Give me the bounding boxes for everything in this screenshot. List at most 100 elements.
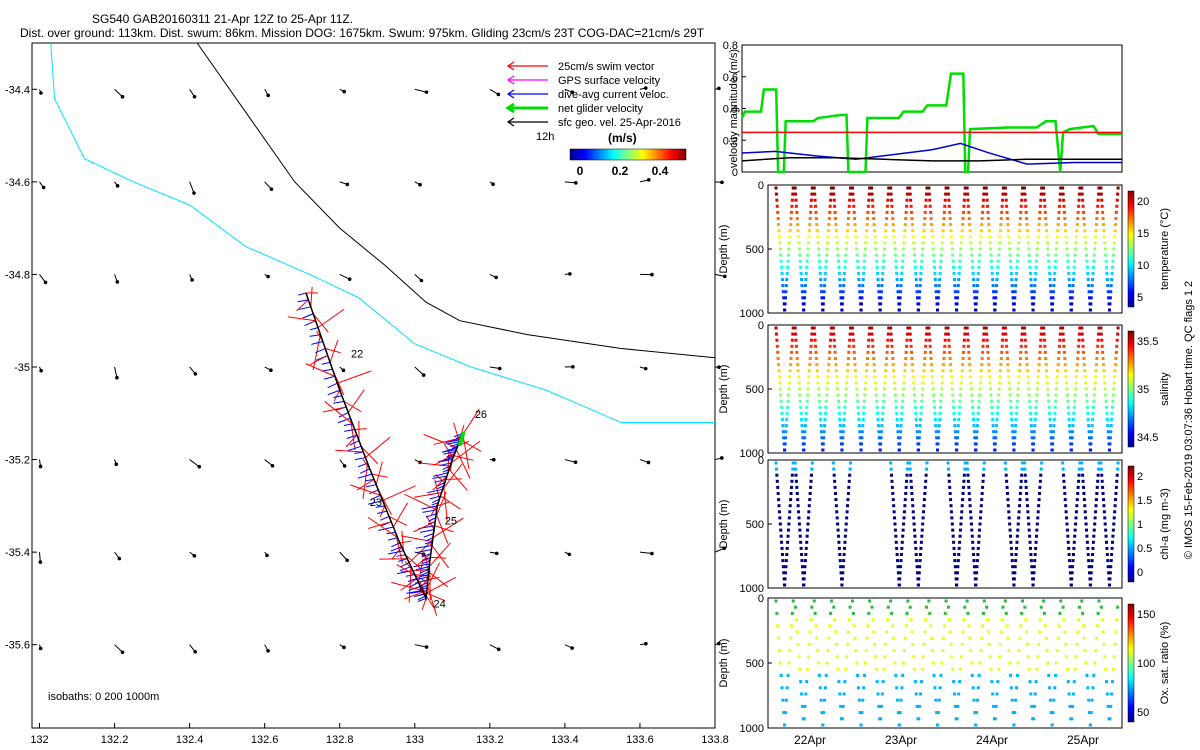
profile-sample-point xyxy=(1078,326,1082,330)
profile-sample-point xyxy=(942,357,946,360)
profile-sample-point xyxy=(917,442,921,446)
profile-sample-point xyxy=(1005,485,1009,489)
profile-sample-point xyxy=(1048,271,1052,275)
profile-sample-point xyxy=(894,673,898,677)
profile-sample-point xyxy=(966,332,970,336)
section-y-tick-label: 1000 xyxy=(740,583,764,595)
geo-velocity-arrowhead xyxy=(650,272,654,277)
profile-sample-point xyxy=(951,528,955,532)
geo-velocity-arrowhead xyxy=(574,181,578,185)
profile-sample-point xyxy=(908,186,912,190)
profile-sample-point xyxy=(1111,528,1115,532)
profile-sample-point xyxy=(1065,253,1069,257)
profile-sample-point xyxy=(1061,467,1065,471)
profile-sample-point xyxy=(1013,430,1017,434)
profile-sample-point xyxy=(787,241,791,245)
profile-sample-point xyxy=(1023,605,1027,609)
profile-sample-point xyxy=(1070,296,1074,300)
profile-sample-point xyxy=(910,223,914,227)
profile-sample-point xyxy=(975,698,979,702)
profile-sample-point xyxy=(995,692,999,696)
swim-vector xyxy=(418,462,451,467)
profile-sample-point xyxy=(997,393,1001,397)
profile-sample-point xyxy=(1043,350,1047,354)
profile-sample-point xyxy=(955,442,959,446)
map-x-tick-label: 132.6 xyxy=(251,734,279,746)
profile-sample-point xyxy=(797,516,801,520)
geo-velocity-arrowhead xyxy=(567,552,572,557)
swim-vector xyxy=(325,347,341,354)
profile-sample-point xyxy=(822,711,826,715)
profile-sample-point xyxy=(936,436,940,440)
profile-sample-point xyxy=(800,418,804,421)
profile-sample-point xyxy=(955,296,959,300)
profile-sample-point xyxy=(910,357,914,360)
profile-sample-point xyxy=(1066,399,1070,403)
profile-sample-point xyxy=(879,717,883,721)
profile-sample-point xyxy=(890,611,894,615)
profile-sample-point xyxy=(936,296,940,300)
map-x-tick-label: 133.8 xyxy=(701,734,729,746)
profile-sample-point xyxy=(790,198,794,202)
dive-avg-current-vector xyxy=(390,546,402,552)
profile-sample-point xyxy=(1100,618,1104,622)
profile-sample-point xyxy=(1011,290,1015,294)
profile-sample-point xyxy=(843,271,847,275)
geo-velocity-arrow xyxy=(189,181,195,194)
swim-vector xyxy=(345,434,358,448)
profile-sample-point xyxy=(899,698,903,702)
profile-sample-point xyxy=(1037,630,1041,634)
profile-sample-point xyxy=(1000,210,1004,214)
profile-sample-point xyxy=(949,498,953,502)
profile-sample-point xyxy=(1016,528,1020,532)
legend-arrowhead xyxy=(506,117,515,127)
profile-sample-point xyxy=(1011,436,1015,440)
profile-sample-point xyxy=(821,723,825,727)
profile-sample-point xyxy=(946,192,950,196)
profile-sample-point xyxy=(1023,198,1027,202)
profile-sample-point xyxy=(905,192,909,196)
profile-sample-point xyxy=(875,399,879,403)
geo-velocity-arrowhead xyxy=(192,191,196,195)
profile-sample-point xyxy=(806,247,810,251)
profile-sample-point xyxy=(1106,704,1110,708)
profile-sample-point xyxy=(843,534,847,538)
profile-sample-point xyxy=(832,332,836,336)
profile-sample-point xyxy=(775,204,779,208)
profile-sample-point xyxy=(993,302,997,306)
map-axes-box xyxy=(31,42,716,729)
profile-sample-point xyxy=(1074,655,1078,659)
profile-sample-point xyxy=(1012,577,1016,581)
profile-sample-point xyxy=(925,186,929,190)
profile-sample-point xyxy=(837,540,841,544)
profile-sample-point xyxy=(838,692,842,696)
profile-sample-point xyxy=(1075,504,1079,508)
profile-sample-point xyxy=(823,284,827,288)
profile-sample-point xyxy=(785,411,789,415)
profile-sample-point xyxy=(1048,284,1052,288)
profile-sample-point xyxy=(919,546,923,550)
swim-vector xyxy=(349,418,356,450)
profile-sample-point xyxy=(1014,698,1018,702)
profile-sample-point xyxy=(966,611,970,615)
profile-sample-point xyxy=(825,247,829,251)
profile-sample-point xyxy=(977,265,981,269)
profile-sample-point xyxy=(1054,253,1058,257)
profile-sample-point xyxy=(927,192,931,196)
profile-sample-point xyxy=(882,399,886,403)
profile-sample-point xyxy=(1101,630,1105,634)
profile-sample-point xyxy=(876,424,880,428)
profile-sample-point xyxy=(831,326,835,330)
profile-sample-point xyxy=(1025,630,1029,634)
profile-sample-point xyxy=(1009,540,1013,544)
profile-sample-point xyxy=(1053,271,1057,275)
profile-sample-point xyxy=(1081,624,1085,628)
profile-sample-point xyxy=(789,636,793,640)
profile-sample-point xyxy=(1071,290,1075,294)
profile-sample-point xyxy=(955,302,959,306)
profile-sample-point xyxy=(1031,717,1035,721)
profile-sample-point xyxy=(1039,198,1043,202)
profile-sample-point xyxy=(823,271,827,275)
swim-vector xyxy=(365,436,391,458)
profile-sample-point xyxy=(861,698,865,702)
